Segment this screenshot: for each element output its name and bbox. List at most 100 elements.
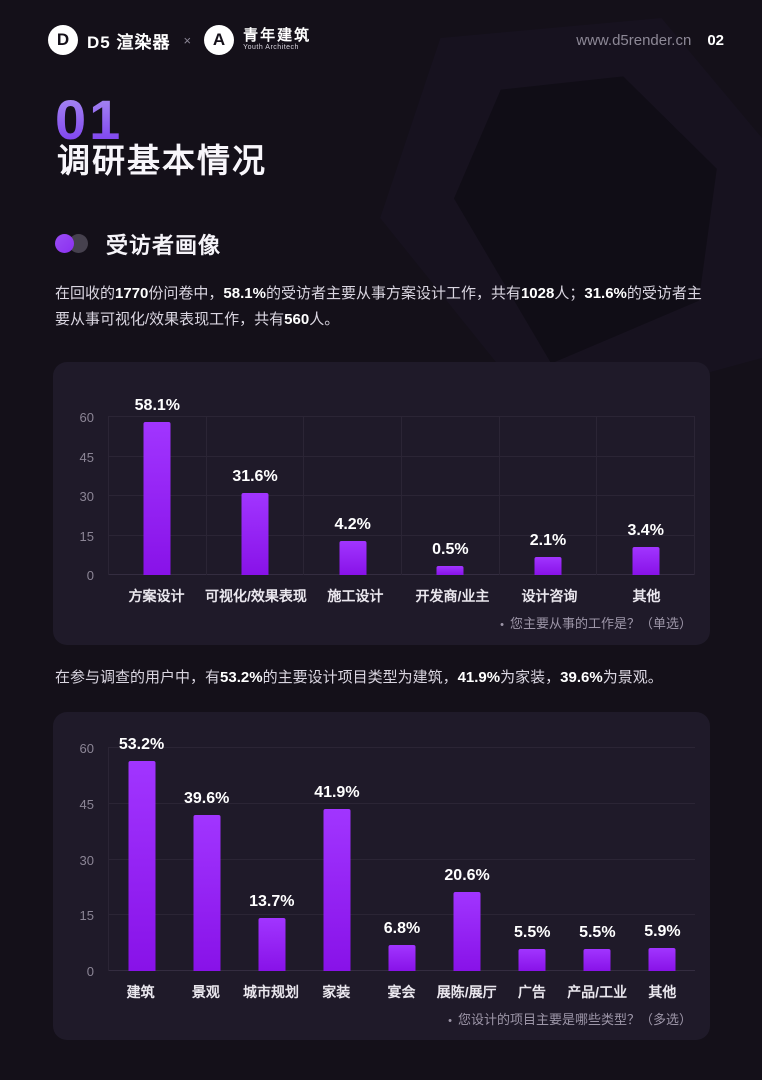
bar-column: 41.9% (304, 748, 369, 971)
category-row: 建筑 景观 城市规划 家装 宴会 展陈/展厅 广告 产品/工业 其他 (108, 982, 695, 1002)
gridline (108, 747, 695, 748)
chart-bar (388, 944, 416, 971)
y-axis-tick: 15 (79, 528, 94, 544)
page-number: 02 (707, 31, 724, 49)
category-label: 方案设计 (128, 588, 185, 604)
gridline (108, 416, 695, 417)
text-run: 在参与调查的用户中，有 (55, 669, 221, 686)
bar-value-label: 5.9% (644, 922, 681, 940)
bar-value-label: 13.7% (249, 893, 295, 911)
category-label: 其他 (648, 984, 677, 1000)
y-axis-tick: 30 (79, 852, 94, 868)
chart-bar (241, 492, 269, 575)
gray-dot-icon (69, 234, 88, 253)
bar-value-label: 0.5% (432, 541, 469, 559)
chart-bar (339, 540, 367, 575)
chart-caption: • 您设计的项目主要是哪些类型？（多选） (448, 1009, 692, 1028)
category-label: 建筑 (126, 984, 155, 1000)
highlight-number: 31.6% (584, 285, 627, 302)
purple-dot-icon (55, 234, 74, 253)
chart-bar (258, 918, 286, 971)
bar-column: 4.2% (304, 417, 403, 575)
text-run: 为家装， (500, 669, 561, 686)
chart-bar (128, 761, 156, 971)
category-label: 城市规划 (243, 984, 300, 1000)
chart-caption: • 您主要从事的工作是？（单选） (500, 613, 692, 632)
chart-bar (143, 422, 171, 575)
chart-bar (323, 809, 351, 971)
bar-column: 0.5% (402, 417, 500, 575)
bar-value-label: 39.6% (183, 789, 230, 807)
highlight-number: 39.6% (560, 669, 603, 686)
bar-column: 13.7% (239, 748, 304, 971)
category-row: 方案设计 可视化/效果表现 施工设计 开发商/业主 设计咨询 其他 (108, 586, 695, 606)
y-axis-tick: 45 (79, 449, 94, 465)
gridline (108, 802, 695, 804)
category-label: 开发商/业主 (415, 588, 490, 604)
chart-bar (436, 566, 464, 575)
category-label: 宴会 (387, 984, 416, 1000)
text-run: 为景观。 (602, 669, 663, 686)
bar-value-label: 53.2% (118, 736, 165, 754)
partner-name: 青年建筑 (243, 26, 312, 44)
bar-column: 53.2% (109, 736, 174, 971)
section-marker-dots-icon (55, 233, 91, 255)
bar-value-label: 20.6% (444, 866, 490, 884)
d5-brand-name: D5 渲染器 (87, 32, 171, 52)
y-axis-tick: 0 (86, 568, 94, 583)
bar-value-label: 31.6% (232, 467, 278, 485)
bar-column: 39.6% (174, 748, 239, 971)
bar-column: 58.1% (109, 397, 207, 575)
gridline (108, 914, 695, 916)
category-label: 展陈/展厅 (436, 984, 497, 1000)
category-label: 广告 (517, 984, 546, 1000)
bar-value-label: 58.1% (134, 397, 181, 415)
bar-column: 2.1% (500, 417, 598, 575)
gridline (108, 858, 695, 860)
y-axis-tick: 45 (79, 796, 94, 812)
brand-logos: D D5 渲染器 × A 青年建筑 Youth Architech (48, 25, 311, 55)
category-label: 可视化/效果表现 (205, 588, 307, 604)
text-run: 的受访者主要从事方案设计工作，共有 (265, 285, 521, 302)
bar-value-label: 5.5% (579, 923, 616, 941)
bar-column: 3.4% (597, 417, 696, 575)
y-axis-tick: 30 (79, 489, 94, 504)
header-right: www.d5render.cn 02 (576, 32, 724, 49)
bar-column: 20.6% (435, 748, 500, 971)
text-run: 人。 (309, 311, 340, 328)
plot-area: 0 15 30 45 60 58.1% 31.6% 4.2% 0.5% 2.1% 3.4% (80, 397, 696, 583)
chart-bar (518, 948, 546, 971)
highlight-number: 53.2% (220, 669, 263, 686)
website-url: www.d5render.cn (576, 31, 692, 49)
bar-value-label: 4.2% (334, 515, 371, 533)
y-axis-tick: 60 (79, 741, 94, 756)
chart-bar (632, 547, 660, 575)
subsection-header: 受访者画像 (55, 228, 221, 260)
y-axis-tick: 60 (79, 410, 94, 425)
partner-brand: 青年建筑 Youth Architech (243, 26, 312, 52)
bar-value-label: 3.4% (627, 522, 664, 540)
chart-bar (534, 557, 562, 575)
text-run: 份问卷中， (148, 285, 224, 302)
bar-column: 5.9% (630, 748, 695, 971)
y-axis-tick: 0 (86, 964, 94, 979)
y-axis-tick: 15 (79, 908, 94, 924)
category-label: 产品/工业 (567, 984, 628, 1000)
caption-text: 您设计的项目主要是哪些类型？（多选） (457, 1012, 692, 1027)
highlight-number: 1770 (115, 285, 149, 302)
subsection-title: 受访者画像 (106, 233, 222, 258)
category-label: 景观 (191, 984, 220, 1000)
category-label: 设计咨询 (521, 588, 578, 604)
bars-container: 53.2% 39.6% 13.7% 41.9% 6.8% 20.6% 5.5% 5.5% 5.9… (108, 736, 695, 971)
chart-bar (648, 947, 676, 971)
highlight-number: 1028 (520, 285, 555, 302)
chart-panel-project-types: 0 15 30 45 60 53.2% 39.6% 13.7% 41.9% 6.8% 20.6% 5.… (53, 712, 710, 1040)
chart-bar (193, 814, 221, 971)
bar-value-label: 2.1% (529, 532, 567, 550)
category-label: 其他 (632, 588, 661, 604)
chart-bar (583, 948, 611, 971)
text-run: 的受访者主要从事可视化/效果表现工作，共有 (55, 285, 702, 328)
caption-bullet: • (448, 1015, 452, 1027)
page-header: D D5 渲染器 × A 青年建筑 Youth Architech www.d5… (48, 20, 724, 60)
